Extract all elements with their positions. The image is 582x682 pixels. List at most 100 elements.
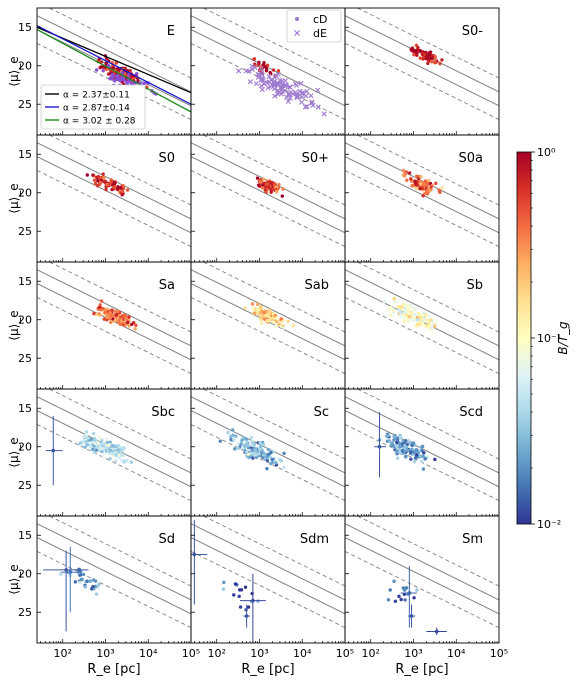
data-point [126,73,131,77]
data-point [251,456,255,460]
solid-reference-line [191,156,345,234]
data-point [386,598,391,602]
data-point-x [315,87,321,93]
data-point [416,318,420,322]
data-point [116,443,121,448]
data-point [230,428,235,432]
data-point [405,303,409,308]
data-point [255,306,259,311]
data-point [417,322,422,327]
data-point [252,453,256,457]
data-point [282,326,286,330]
data-point [268,308,272,313]
data-point [108,448,113,452]
y-axis-label: ⟨μ⟩_e [7,310,21,340]
data-point [405,442,410,446]
data-point [130,322,134,327]
solid-reference-line [37,156,191,234]
data-point-x [297,88,303,94]
data-point-x [287,84,293,90]
dashed-reference-line [191,297,345,375]
data-point-x [298,80,304,87]
data-point [122,78,126,82]
data-point [402,310,407,314]
axis-labels: R_e [pc] R_e [pc] R_e [pc] [87,662,448,677]
data-point [114,313,119,318]
data-point [422,323,427,328]
data-point [118,311,122,315]
data-point [427,187,431,191]
data-point [83,445,87,449]
x-tick-label: 10⁵ [490,647,508,660]
data-point-x [272,74,278,80]
data-point-x [302,104,309,110]
data-point-x [309,99,315,105]
data-point [429,185,433,189]
data-point [92,450,97,454]
colorbar: B/T_g 10⁰ 10⁻¹ 10⁻² [516,146,570,531]
dashed-reference-line [202,262,345,333]
panel-sd: Sd 15 20 25 10² 10³ 10⁴ 10⁵ ⟨μ⟩_e [7,515,200,660]
data-point [400,442,405,446]
panel-label: Sc [314,405,329,420]
dashed-reference-line [202,389,345,460]
data-point [112,181,117,185]
panel-plot-area [191,516,345,643]
solid-reference-line [191,15,345,93]
data-point-x [243,68,250,74]
data-point [440,58,444,62]
data-point [99,299,104,303]
panel-plot-area [191,135,345,248]
fit-line [37,25,191,105]
x-tick-label: 10² [362,647,380,660]
data-point [250,302,255,306]
data-point [438,61,442,66]
data-point [267,311,272,316]
data-point [269,317,273,321]
data-point [256,302,260,307]
panel-plot-area [345,8,499,121]
error-bar-point [68,570,73,574]
solid-reference-line [345,537,499,615]
data-point [142,81,146,86]
data-point [412,596,416,600]
dashed-reference-line [202,8,345,79]
dashed-reference-line [37,297,191,375]
panel-sab: Sab [190,261,346,390]
data-point [120,446,124,451]
y-tick-label: 25 [18,352,32,365]
data-point [398,313,403,317]
panel-label: S0 [158,151,175,166]
data-point [121,184,125,188]
data-point [273,313,278,318]
data-point [265,63,270,67]
data-point [101,69,105,73]
data-point [91,431,96,436]
data-point [385,434,389,438]
data-point [92,438,96,442]
data-point [218,439,222,443]
dashed-reference-line [345,297,499,375]
solid-reference-line [37,537,191,615]
data-point [98,313,102,317]
data-point [86,436,90,440]
dashed-reference-line [356,516,499,587]
solid-reference-line [37,396,191,474]
data-point [387,307,391,312]
data-point-x [292,81,298,87]
data-point [279,317,284,321]
panel-label: S0- [462,24,484,39]
data-point [259,321,264,325]
data-point [407,171,412,175]
data-point-x [271,86,278,92]
panel-plot-area [191,8,345,121]
data-point [281,187,285,191]
y-tick-label: 15 [18,529,32,542]
dashed-reference-line [345,551,499,629]
panel-e: E 15 20 25 ⟨μ⟩_e [7,7,192,136]
data-point [419,182,423,186]
data-point [113,78,117,83]
data-point [409,177,413,181]
x-tick-label: 10² [54,647,72,660]
data-point [278,457,282,462]
